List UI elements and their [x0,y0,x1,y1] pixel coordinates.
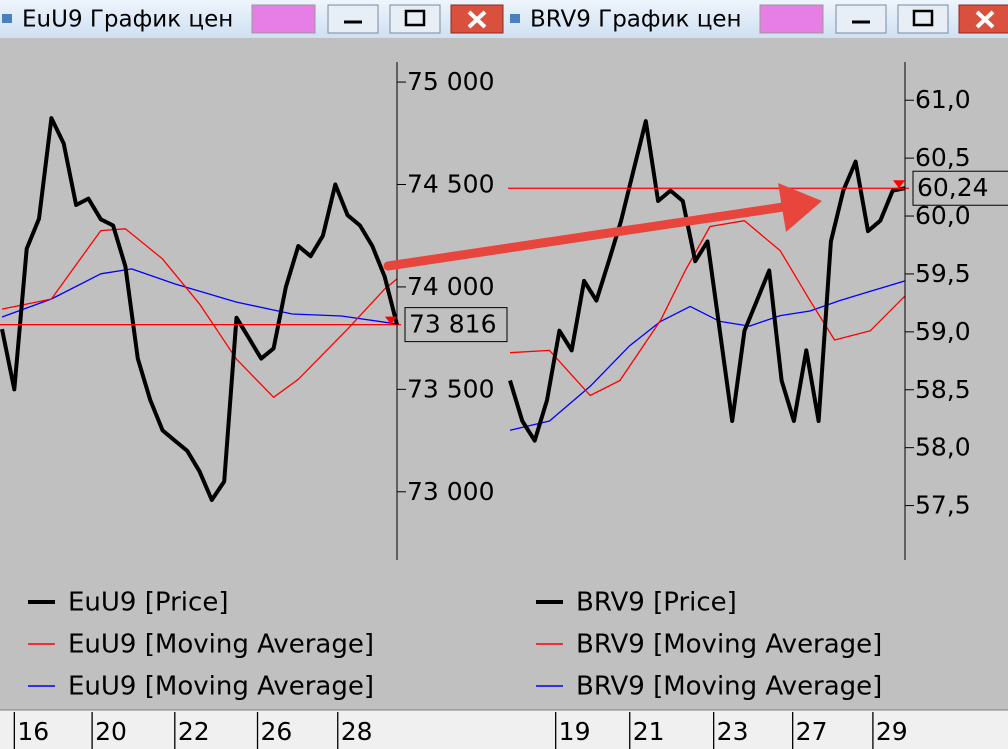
x-tick-label: 20 [95,717,127,746]
y-tick-label: 75 000 [407,67,494,96]
window-icon [2,14,12,23]
last-value-box [912,170,1008,206]
series-line [1,268,398,325]
x-tick-label: 21 [633,717,665,746]
legend-label: BRV9 [Moving Average] [576,630,882,660]
legend-label: EuU9 [Moving Average] [68,672,374,702]
window-title: BRV9 График цен [530,7,742,33]
y-tick-label: 58,5 [915,375,971,404]
last-value-label: 60,24 [917,173,989,202]
y-tick-label: 60,5 [915,143,971,172]
legend-label: BRV9 [Price] [576,588,737,618]
x-tick-label: 19 [559,717,591,746]
last-value-marker [893,180,905,189]
x-axis-band [0,710,508,749]
series-line [0,116,399,502]
y-tick-label: 58,0 [915,433,971,462]
x-tick-label: 23 [717,717,749,746]
series-line [508,119,906,443]
y-tick-label: 60,0 [915,201,971,230]
last-value-marker [385,316,397,325]
close-glyph [467,10,487,29]
arrow-head [778,183,822,232]
x-tick-label: 22 [178,717,210,746]
y-tick-label: 57,5 [915,491,971,520]
x-tick-label: 27 [796,717,828,746]
series-line [1,228,398,398]
window-title: EuU9 График цен [22,7,233,33]
legend-label: EuU9 [Moving Average] [68,630,374,660]
window-icon [510,14,520,23]
link-button[interactable] [759,4,824,34]
maximize-button[interactable] [897,4,949,34]
y-tick-label: 59,0 [915,317,971,346]
close-glyph [975,10,995,29]
y-tick-label: 61,0 [915,85,971,114]
y-tick-label: 74 500 [407,170,494,199]
annotation-arrow [383,183,822,271]
x-tick-label: 29 [876,717,908,746]
link-button[interactable] [251,4,316,34]
x-tick-label: 16 [17,717,49,746]
maximize-glyph [912,9,934,27]
legend-label: BRV9 [Moving Average] [576,672,882,702]
maximize-glyph [404,9,426,27]
last-value-box [404,307,508,343]
last-value-label: 73 816 [409,310,496,339]
y-tick-label: 74 000 [407,272,494,301]
minimize-button[interactable] [835,4,887,34]
y-tick-label: 59,5 [915,259,971,288]
x-tick-label: 28 [341,717,373,746]
series-line [509,220,906,397]
x-tick-label: 26 [261,717,293,746]
y-tick-label: 73 000 [407,477,494,506]
x-axis-band [508,710,1008,749]
legend-label: EuU9 [Price] [68,588,228,618]
maximize-button[interactable] [389,4,441,34]
minimize-button[interactable] [327,4,379,34]
y-tick-label: 73 500 [407,374,494,403]
arrow-shaft [383,201,795,271]
